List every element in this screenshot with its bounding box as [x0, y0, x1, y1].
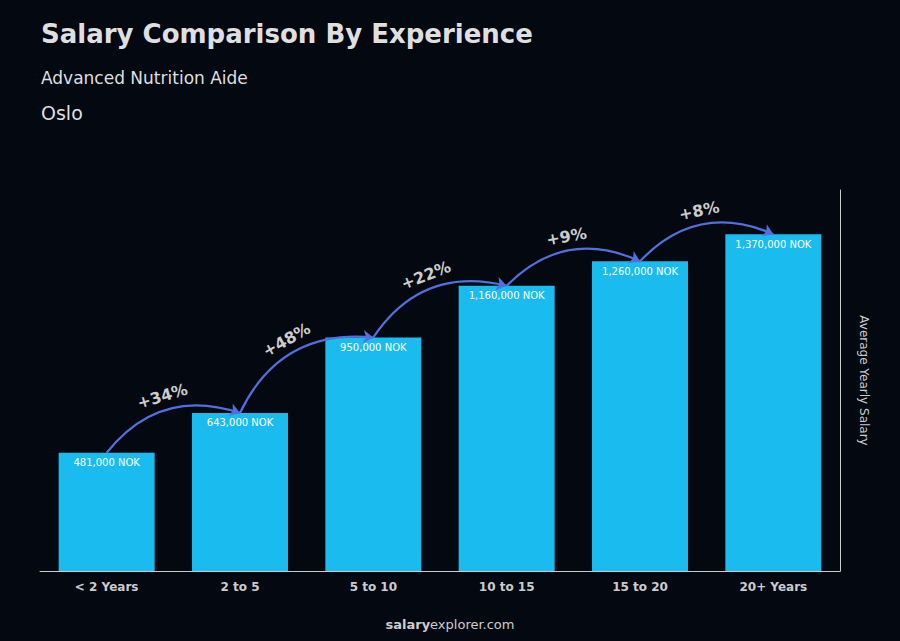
svg-text:643,000 NOK: 643,000 NOK [207, 417, 274, 428]
svg-text:+34%: +34% [135, 380, 190, 413]
svg-text:+9%: +9% [545, 223, 588, 249]
svg-text:2 to 5: 2 to 5 [220, 580, 259, 594]
svg-text:salary: salary [385, 617, 430, 632]
svg-text:20+ Years: 20+ Years [739, 580, 807, 594]
svg-text:1,160,000 NOK: 1,160,000 NOK [469, 290, 545, 301]
svg-text:explorer.com: explorer.com [430, 617, 514, 632]
svg-text:< 2 Years: < 2 Years [75, 580, 139, 594]
svg-text:481,000 NOK: 481,000 NOK [73, 457, 140, 468]
svg-text:Advanced Nutrition Aide: Advanced Nutrition Aide [41, 68, 248, 88]
svg-text:1,370,000 NOK: 1,370,000 NOK [735, 239, 811, 250]
svg-text:Salary Comparison By Experienc: Salary Comparison By Experience [41, 19, 533, 49]
svg-text:Average Yearly Salary: Average Yearly Salary [857, 315, 871, 445]
svg-text:15 to 20: 15 to 20 [612, 580, 668, 594]
svg-text:Oslo: Oslo [41, 102, 83, 124]
svg-text:+22%: +22% [398, 257, 453, 293]
svg-text:950,000 NOK: 950,000 NOK [340, 342, 407, 353]
svg-text:5 to 10: 5 to 10 [350, 580, 397, 594]
svg-text:1,260,000 NOK: 1,260,000 NOK [602, 266, 678, 277]
svg-text:+48%: +48% [259, 319, 313, 361]
svg-text:10 to 15: 10 to 15 [479, 580, 535, 594]
svg-text:+8%: +8% [677, 197, 721, 224]
